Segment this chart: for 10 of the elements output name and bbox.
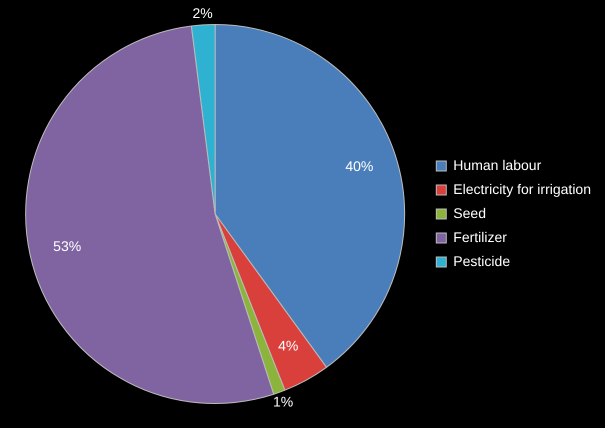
data-label: 1% (272, 394, 294, 410)
legend-label: Seed (453, 204, 486, 221)
legend-label: Pesticide (453, 252, 510, 269)
legend-label: Fertilizer (453, 228, 508, 245)
data-label: 2% (192, 4, 213, 21)
legend-label: Electricity for irrigation (453, 180, 591, 197)
data-label: 53% (53, 238, 82, 254)
legend-label: Human labour (453, 156, 542, 173)
data-label: 40% (345, 158, 374, 174)
data-label: 4% (278, 338, 298, 354)
